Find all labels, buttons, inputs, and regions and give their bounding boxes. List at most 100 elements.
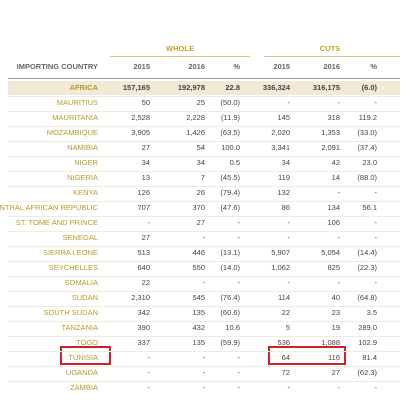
row-rule	[8, 95, 400, 97]
cell: (60.6)	[220, 308, 240, 317]
cell: 192,978	[177, 83, 205, 92]
row-rule	[8, 380, 400, 382]
row-rule	[8, 350, 400, 352]
cell: 5,907	[271, 248, 290, 257]
cell: 25	[196, 98, 205, 107]
cell: 289.0	[358, 323, 377, 332]
cell: 536	[277, 338, 290, 347]
cell: 114	[278, 293, 290, 302]
cell: -	[287, 98, 291, 107]
group-header: CUTS	[319, 44, 341, 53]
country-name: NIGER	[74, 158, 98, 167]
cell: -	[202, 383, 206, 392]
column-header: 2015	[133, 62, 150, 71]
cell: 1,062	[271, 263, 290, 272]
cell: 27	[196, 218, 205, 227]
cell: -	[237, 368, 241, 377]
country-name: NIGERIA	[67, 173, 98, 182]
cell: 13	[141, 173, 150, 182]
cell: -	[202, 368, 206, 377]
cell: 825	[327, 263, 340, 272]
cell: -	[237, 353, 241, 362]
country-name: ST. TOME AND PRINCE	[15, 218, 98, 227]
row-rule	[8, 335, 400, 337]
country-name: SOUTH SUDAN	[43, 308, 98, 317]
cell: 157,165	[122, 83, 150, 92]
highlight-box	[268, 346, 346, 365]
cell: 135	[192, 308, 205, 317]
cell: 370	[192, 203, 205, 212]
cell: (79.4)	[220, 188, 240, 197]
cell: 27	[141, 143, 150, 152]
cell: (6.0)	[361, 83, 377, 92]
country-name: MAURITIUS	[56, 98, 98, 107]
cell: 318	[327, 113, 340, 122]
column-header: IMPORTING COUNTRY	[16, 62, 98, 71]
cell: 26	[196, 188, 205, 197]
cell: 3,905	[131, 128, 150, 137]
cell: -	[337, 278, 341, 287]
row-rule	[8, 290, 400, 292]
cell: -	[202, 278, 206, 287]
cell: (59.9)	[220, 338, 240, 347]
cell: 0.5	[229, 158, 240, 167]
country-name: AFRICA	[69, 83, 98, 92]
cell: (47.6)	[220, 203, 240, 212]
cell: -	[374, 98, 378, 107]
cell: (22.3)	[357, 263, 377, 272]
cell: 56.1	[362, 203, 377, 212]
cell: 126	[137, 188, 150, 197]
cell: 27	[331, 368, 340, 377]
group-rule	[264, 56, 400, 57]
cell: (37.4)	[357, 143, 377, 152]
cell: -	[237, 233, 241, 242]
cell: (63.5)	[220, 128, 240, 137]
cell: (33.0)	[357, 128, 377, 137]
cell: 3,341	[271, 143, 290, 152]
cell: 42	[331, 158, 340, 167]
cell: 336,324	[262, 83, 290, 92]
row-rule	[8, 365, 400, 367]
cell: 545	[192, 293, 205, 302]
cell: 135	[192, 338, 205, 347]
highlight-box	[60, 346, 111, 365]
cell: 316,175	[312, 83, 340, 92]
cell: -	[237, 383, 241, 392]
row-rule	[8, 200, 400, 202]
cell: 50	[141, 98, 150, 107]
cell: 14	[331, 173, 340, 182]
cell: 513	[137, 248, 150, 257]
cell: (62.3)	[357, 368, 377, 377]
cell: 446	[192, 248, 205, 257]
row-rule	[8, 215, 400, 217]
cell: 22	[281, 308, 290, 317]
row-rule	[8, 275, 400, 277]
country-name: SENEGAL	[62, 233, 98, 242]
cell: -	[287, 383, 291, 392]
column-header: %	[233, 62, 240, 71]
country-name: SIERRA LEONE	[42, 248, 98, 257]
cell: -	[147, 353, 151, 362]
row-rule	[8, 170, 400, 172]
column-header: 2015	[273, 62, 290, 71]
cell: 116	[328, 353, 340, 362]
column-header: %	[370, 62, 377, 71]
country-name: KENYA	[73, 188, 98, 197]
cell: 132	[277, 188, 290, 197]
cell: 640	[137, 263, 150, 272]
cell: 1,426	[186, 128, 205, 137]
cell: (76.4)	[220, 293, 240, 302]
cell: 102.9	[358, 338, 377, 347]
cell: -	[202, 353, 206, 362]
row-rule	[8, 230, 400, 232]
country-name: MOZAMBIQUE	[46, 128, 98, 137]
cell: -	[337, 233, 341, 242]
cell: 119	[278, 173, 290, 182]
cell: 34	[141, 158, 150, 167]
country-name: TUNISIA	[68, 353, 98, 362]
cell: 86	[281, 203, 290, 212]
cell: 72	[281, 368, 290, 377]
cell: 1,353	[321, 128, 340, 137]
cell: (64.8)	[357, 293, 377, 302]
row-rule	[8, 155, 400, 157]
